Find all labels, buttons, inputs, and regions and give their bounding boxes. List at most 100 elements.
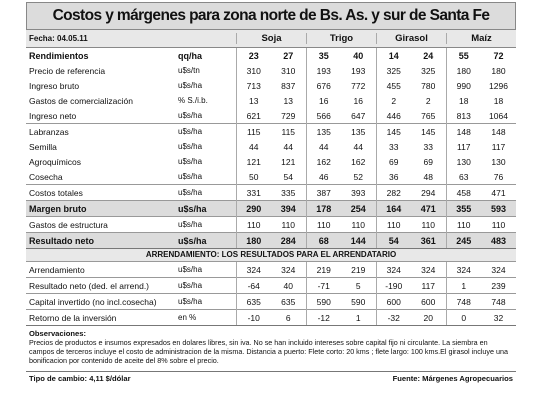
value-cell: 115	[271, 123, 306, 139]
value-cell: 1296	[489, 80, 508, 91]
row-label: Cosecha	[29, 171, 63, 182]
value-cell: 18	[445, 93, 481, 108]
value-cell: 148	[445, 123, 481, 139]
value-cell: 54	[375, 232, 411, 248]
value-cell: 471	[481, 184, 516, 201]
row-unit: u$s/ha	[176, 216, 236, 233]
value-cell: 72	[493, 50, 504, 61]
table-row: Resultado neto u$s/ha 180 284 68 144 54 361 245 4…	[26, 232, 516, 248]
value-cell: 121	[235, 154, 271, 169]
arrendamiento-heading: ARRENDAMIENTO: LOS RESULTADOS PARA EL AR…	[26, 248, 516, 262]
table-row: Labranzas u$s/ha 115 115 135 135 145 145 148 148	[26, 123, 516, 139]
value-cell: 765	[421, 110, 436, 121]
value-cell: 590	[341, 293, 376, 310]
value-cell: 748	[445, 293, 481, 310]
value-cell: 115	[235, 123, 271, 139]
value-cell: 600	[411, 293, 446, 310]
value-cell: 324	[235, 262, 271, 278]
value-cell: 180	[445, 63, 481, 78]
row-label: Rendimientos	[29, 50, 89, 61]
row-unit: u$s/ha	[178, 157, 203, 166]
value-cell: 1	[341, 309, 376, 325]
value-cell: 566	[305, 108, 341, 124]
value-cell: 14	[375, 48, 411, 63]
value-cell: 110	[341, 216, 376, 233]
value-cell: 355	[445, 200, 481, 217]
value-cell: 55	[445, 48, 481, 63]
value-cell: 310	[235, 63, 271, 78]
value-cell: 36	[375, 169, 411, 185]
crop-girasol: Girasol	[376, 33, 446, 44]
value-cell: 772	[351, 80, 366, 91]
footer: Tipo de cambio: 4,11 $/dólar Fuente: Már…	[26, 371, 516, 385]
value-cell: 44	[235, 139, 271, 154]
row-unit: u$s/ha	[178, 172, 203, 181]
date-label: Fecha: 04.05.11	[29, 34, 88, 43]
value-cell: 325	[421, 65, 436, 76]
value-cell: 394	[271, 200, 306, 217]
value-cell: 713	[235, 78, 271, 93]
value-cell: 290	[235, 200, 271, 217]
row-unit: u$s/ha	[176, 184, 236, 201]
value-cell: 180	[235, 232, 271, 248]
value-cell: 44	[353, 141, 363, 152]
row-label: Precio de referencia	[29, 65, 106, 76]
row-unit: u$s/ha	[176, 123, 236, 139]
page-title: Costos y márgenes para zona norte de Bs.…	[26, 2, 516, 30]
value-cell: 254	[341, 200, 376, 217]
row-label: Ingreso neto	[29, 110, 77, 121]
table-row: Capital invertido (no incl.cosecha) u$s/h…	[26, 293, 516, 310]
value-cell: 117	[445, 139, 481, 154]
main-table: Rendimientos qq/ha 23 27 35 40 14 24 55 72 Precio …	[26, 48, 516, 248]
value-cell: 117	[411, 277, 446, 294]
row-label: Labranzas	[26, 123, 176, 139]
crop-maiz: Maíz	[446, 33, 516, 44]
value-cell: 162	[305, 154, 341, 169]
value-cell: 162	[351, 156, 366, 167]
value-cell: 110	[411, 216, 446, 233]
table-row: Retorno de la inversión en % -10 6 -12 1 -32 20…	[26, 309, 516, 325]
value-cell: 50	[235, 169, 271, 185]
value-cell: 219	[305, 262, 341, 278]
value-cell: -190	[375, 277, 411, 294]
value-cell: 393	[341, 184, 376, 201]
row-label: Resultado neto	[26, 232, 176, 248]
row-label: Gastos de comercialización	[29, 95, 133, 106]
arrendamiento-table: Arrendamiento u$s/ha 324 324 219 219 324 324 324…	[26, 262, 516, 325]
observations-title: Observaciones:	[29, 329, 86, 338]
value-cell: 324	[281, 264, 296, 275]
value-cell: 40	[353, 50, 364, 61]
value-cell: 647	[351, 110, 366, 121]
value-cell: 239	[481, 277, 516, 294]
table-row: Resultado neto (ded. el arrend.) u$s/ha -6…	[26, 277, 516, 294]
row-unit: u$s/ha	[178, 265, 203, 274]
row-label: Semilla	[29, 141, 57, 152]
value-cell: 310	[281, 65, 296, 76]
table-row: Gastos de estructura u$s/ha 110 110 110 110 11…	[26, 216, 516, 233]
row-unit: u$s/ha	[176, 232, 236, 248]
value-cell: 20	[411, 309, 446, 325]
row-label: Retorno de la inversión	[26, 309, 176, 325]
table-row: Rendimientos qq/ha 23 27 35 40 14 24 55 72	[26, 48, 516, 63]
table-row: Arrendamiento u$s/ha 324 324 219 219 324 324 324…	[26, 262, 516, 278]
value-cell: 2	[375, 93, 411, 108]
value-cell: 121	[281, 156, 296, 167]
value-cell: 68	[305, 232, 341, 248]
value-cell: 24	[423, 50, 434, 61]
value-cell: 813	[445, 108, 481, 124]
row-label: Agroquímicos	[29, 156, 81, 167]
value-cell: 110	[235, 216, 271, 233]
value-cell: 331	[235, 184, 271, 201]
value-cell: 282	[375, 184, 411, 201]
value-cell: 748	[481, 293, 516, 310]
value-cell: 387	[305, 184, 341, 201]
source: Fuente: Márgenes Agropecuarios	[392, 374, 513, 383]
value-cell: 180	[491, 65, 506, 76]
value-cell: 193	[305, 63, 341, 78]
value-cell: 44	[305, 139, 341, 154]
value-cell: 219	[351, 264, 366, 275]
value-cell: 483	[481, 232, 516, 248]
value-cell: 148	[481, 123, 516, 139]
value-cell: 325	[375, 63, 411, 78]
value-cell: 130	[445, 154, 481, 169]
